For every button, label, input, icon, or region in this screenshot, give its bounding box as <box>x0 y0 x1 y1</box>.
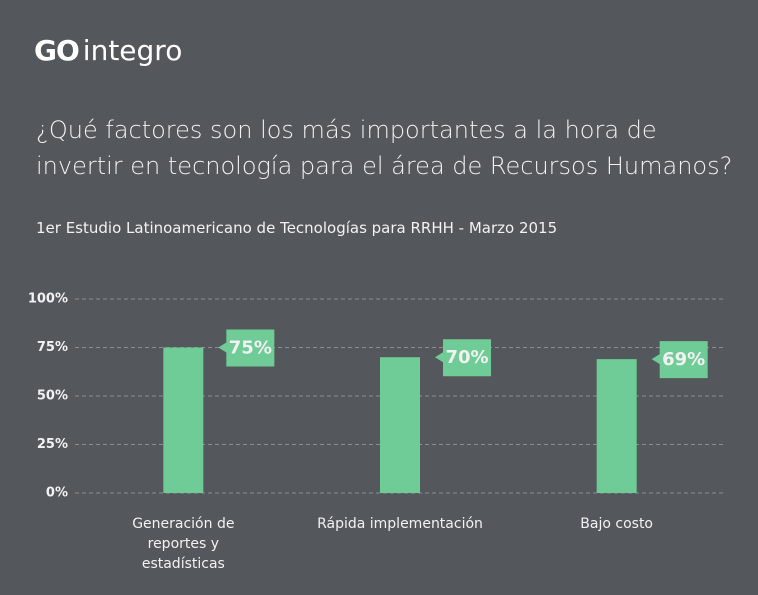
x-tick-label: Generación de reportes y estadísticas <box>132 516 235 572</box>
logo: GO integro <box>34 34 182 67</box>
bar <box>596 359 637 493</box>
x-tick-label: Rápida implementación <box>317 516 483 532</box>
value-label-box <box>651 341 708 379</box>
chart-title: ¿Qué factores son los más importantes a … <box>36 116 733 180</box>
bar <box>380 357 420 493</box>
value-label: 70% <box>445 347 488 368</box>
chart-subtitle: 1er Estudio Latinoamericano de Tecnologí… <box>36 219 558 237</box>
value-label-box <box>218 329 275 367</box>
y-tick-label: 25% <box>37 437 68 452</box>
logo-name: integro <box>82 34 183 67</box>
x-tick-label: Bajo costo <box>580 516 653 532</box>
value-label: 69% <box>662 349 705 370</box>
value-label-box <box>435 339 491 377</box>
bar <box>163 347 204 493</box>
y-tick-label: 50% <box>37 389 68 404</box>
y-tick-label: 75% <box>37 340 68 355</box>
y-tick-label: 100% <box>28 292 68 307</box>
y-tick-label: 0% <box>46 486 68 501</box>
value-label: 75% <box>229 338 272 359</box>
logo-mark: GO <box>34 34 80 67</box>
